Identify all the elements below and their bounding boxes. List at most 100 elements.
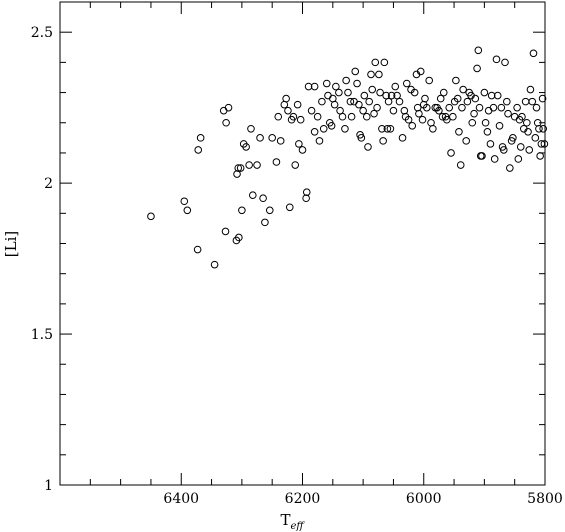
data-point [389, 106, 398, 115]
data-point [313, 112, 322, 121]
data-point [535, 124, 543, 133]
data-point [147, 212, 155, 221]
data-point [375, 70, 383, 79]
data-point [492, 55, 501, 64]
data-point [342, 76, 350, 85]
axis-ticks [59, 1, 546, 486]
data-point [272, 158, 281, 166]
data-point [315, 137, 324, 145]
data-point [238, 206, 246, 215]
data-point [422, 103, 431, 112]
data-point [351, 67, 360, 76]
y-tick-label: 1.5 [31, 327, 53, 343]
data-point [370, 109, 378, 118]
data-point [386, 124, 395, 133]
x-tick-label: 5800 [527, 491, 563, 507]
data-point [364, 143, 372, 151]
data-point [346, 97, 355, 106]
y-tick-label: 1 [44, 478, 53, 494]
data-point [302, 194, 310, 203]
data-point [456, 161, 465, 169]
data-point [261, 218, 269, 227]
data-point [373, 103, 381, 112]
data-point [355, 100, 363, 109]
data-point [196, 134, 205, 142]
data-point [531, 134, 540, 142]
data-point [291, 161, 300, 169]
data-point [458, 103, 466, 112]
data-point [310, 128, 319, 136]
data-point [221, 227, 230, 236]
data-point [493, 91, 502, 100]
data-point [490, 155, 499, 163]
y-axis-label: [Li] [2, 231, 20, 257]
data-point [518, 112, 526, 121]
data-point [452, 76, 460, 85]
data-point [523, 118, 531, 127]
data-point [483, 128, 492, 136]
data-point [539, 124, 547, 133]
data-point [509, 134, 517, 142]
data-point [487, 91, 496, 100]
data-point [526, 85, 535, 94]
data-point [468, 118, 477, 127]
data-point [293, 100, 302, 109]
data-point [470, 109, 478, 118]
data-point [274, 112, 283, 121]
data-point [400, 106, 409, 115]
data-point [398, 134, 407, 142]
data-point [347, 112, 356, 121]
data-point [359, 106, 367, 115]
data-point [455, 128, 463, 136]
data-point [463, 97, 472, 106]
data-point [529, 49, 538, 58]
x-axis-label: Teff [280, 511, 305, 532]
data-point [528, 97, 537, 106]
data-point [525, 146, 534, 154]
data-point [418, 115, 427, 124]
data-point [304, 82, 313, 91]
data-point [276, 137, 285, 145]
data-point [383, 124, 392, 133]
data-point [387, 91, 396, 100]
data-point [540, 140, 549, 148]
data-point [538, 94, 547, 103]
data-point [194, 146, 203, 154]
data-point [380, 58, 389, 67]
data-point [413, 103, 422, 112]
data-point [536, 152, 544, 160]
data-point [307, 106, 316, 115]
data-point [506, 164, 514, 172]
data-point [247, 124, 255, 133]
data-point [357, 134, 366, 142]
data-point [429, 124, 437, 133]
x-tick-label: 6000 [406, 491, 442, 507]
data-point [360, 91, 369, 100]
data-point [210, 260, 219, 269]
data-point [489, 103, 498, 112]
data-point [513, 103, 521, 112]
data-point [501, 58, 509, 67]
data-point [475, 103, 484, 112]
data-point [335, 88, 343, 97]
data-point [233, 170, 241, 178]
data-point [495, 121, 504, 130]
tick-labels: 6400 6200 6000 5800 1 1.5 2 2.5 [31, 25, 563, 507]
data-point [327, 121, 336, 130]
data-point [408, 121, 417, 130]
data-point [471, 94, 480, 103]
data-point [480, 88, 489, 97]
data-point [235, 233, 243, 242]
data-point [324, 91, 332, 100]
data-point [416, 67, 425, 76]
data-point [453, 94, 462, 103]
data-point [379, 137, 387, 145]
plot-frame [59, 1, 546, 486]
data-point [248, 191, 257, 199]
data-point [298, 146, 307, 154]
data-point [219, 106, 228, 115]
data-point [421, 94, 429, 103]
data-point [462, 137, 470, 145]
data-point [481, 118, 490, 127]
data-point [330, 100, 339, 109]
